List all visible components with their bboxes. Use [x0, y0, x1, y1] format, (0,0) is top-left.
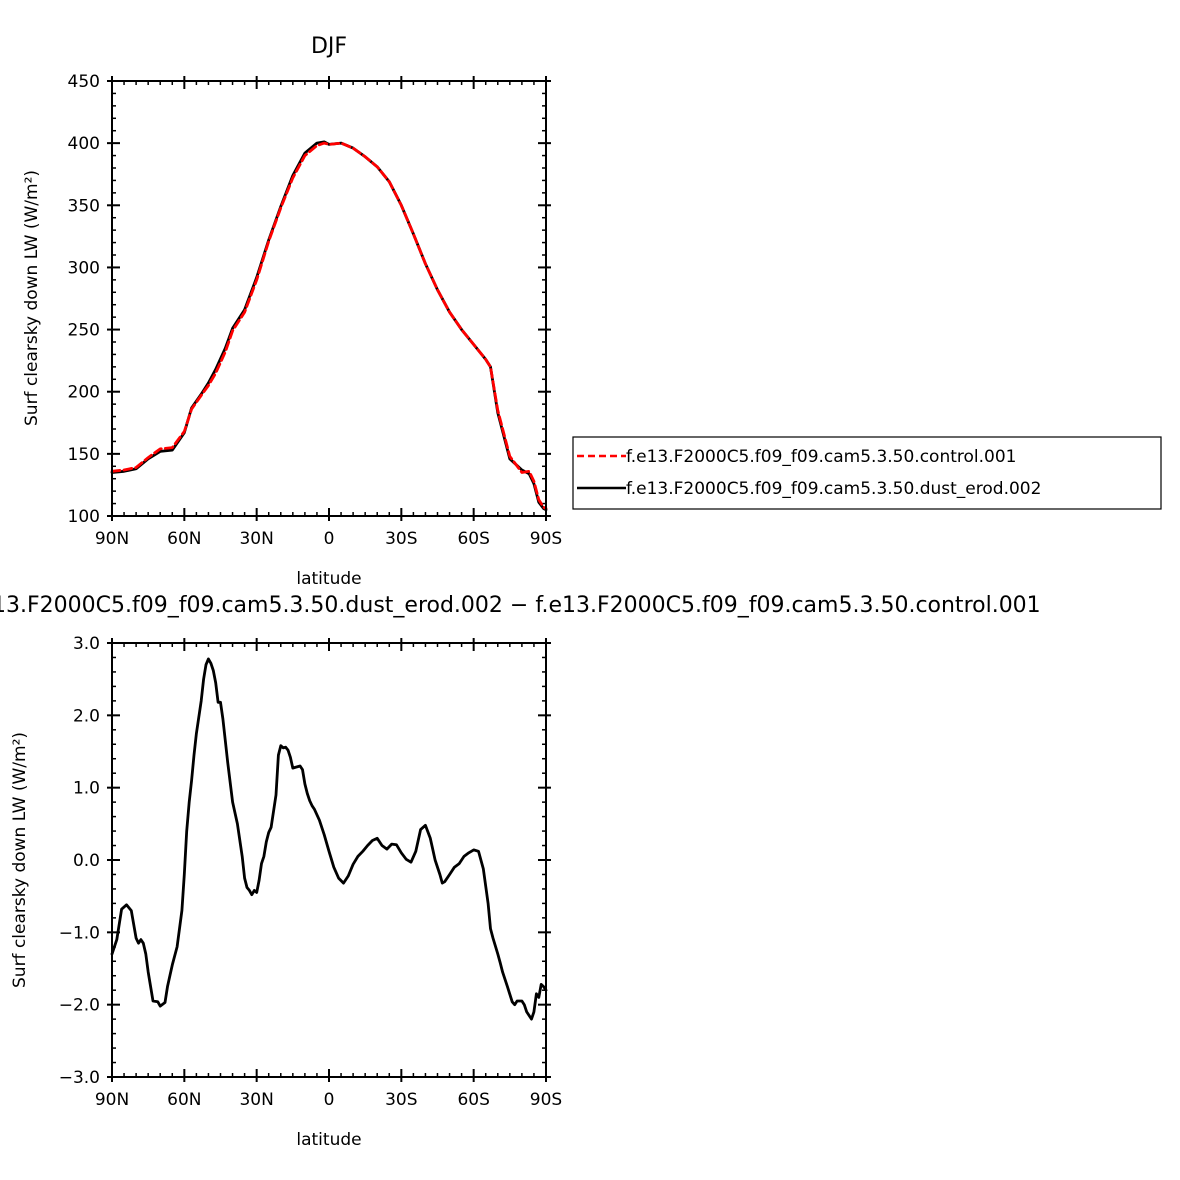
- panel-top-tick-labels: 90N 60N 30N 0 30S 60S 90S 100 150 200 250 300 350 400…: [68, 72, 563, 549]
- legend-label-control: f.e13.F2000C5.f09_f09.cam5.3.50.control.…: [626, 447, 1017, 467]
- panel-bottom-x-tick-label: 30S: [385, 1090, 417, 1110]
- panel-bottom-y-tick-label: −3.0: [59, 1068, 100, 1088]
- panel-bottom-x-tick-label: 60S: [457, 1090, 489, 1110]
- legend-label-dust: f.e13.F2000C5.f09_f09.cam5.3.50.dust_ero…: [626, 479, 1041, 499]
- panel-top-x-tick-label: 30S: [385, 529, 417, 549]
- panel-top-x-axis-label: latitude: [296, 569, 361, 589]
- panel-bottom-y-tick-label: 2.0: [73, 706, 100, 726]
- panel-bottom-x-axis-label: latitude: [296, 1130, 361, 1150]
- panel-top-y-tick-label: 400: [68, 134, 100, 154]
- panel-top-x-tick-label: 60S: [457, 529, 489, 549]
- panel-top-x-tick-label: 90S: [530, 529, 562, 549]
- panel-top: DJF 90N 60N 30N 0 30S 60S 90S 100 150 200 250 300 35…: [22, 34, 1162, 589]
- panel-top-x-tick-label: 0: [324, 529, 335, 549]
- panel-bottom-x-tick-label: 90S: [530, 1090, 562, 1110]
- panel-bottom-title: f.e13.F2000C5.f09_f09.cam5.3.50.dust_ero…: [0, 593, 1041, 618]
- panel-top-y-tick-label: 350: [68, 196, 100, 216]
- panel-bottom-x-tick-label: 0: [324, 1090, 335, 1110]
- panel-top-y-tick-label: 100: [68, 507, 100, 527]
- panel-bottom-y-tick-label: −2.0: [59, 996, 100, 1016]
- panel-top-y-tick-label: 450: [68, 72, 100, 92]
- panel-bottom-tick-labels: 90N 60N 30N 0 30S 60S 90S −3.0 −2.0 −1.0 0.0 1.0 2.0…: [59, 634, 563, 1110]
- panel-top-x-tick-label: 30N: [239, 529, 273, 549]
- legend-box: [572, 436, 1162, 510]
- panel-bottom-x-tick-label: 30N: [239, 1090, 273, 1110]
- panel-top-ticks: [107, 76, 551, 521]
- panel-bottom-plot-frame: [111, 642, 547, 1078]
- panel-bottom-x-tick-label: 60N: [167, 1090, 201, 1110]
- panel-bottom-y-tick-label: 3.0: [73, 634, 100, 654]
- panel-bottom-x-tick-label: 90N: [95, 1090, 129, 1110]
- panel-top-y-tick-label: 150: [68, 445, 100, 465]
- panel-top-title: DJF: [311, 34, 347, 59]
- legend: f.e13.F2000C5.f09_f09.cam5.3.50.control.…: [572, 436, 1162, 510]
- panel-bottom-series: [110, 657, 548, 1021]
- panel-top-series: [110, 140, 548, 512]
- panel-top-series-line-dust: [110, 140, 548, 512]
- panel-bottom-ticks: [107, 638, 551, 1082]
- panel-top-plot-frame: [111, 80, 547, 517]
- panel-bottom-y-tick-label: 1.0: [73, 779, 100, 799]
- panel-top-x-tick-label: 90N: [95, 529, 129, 549]
- panel-top-x-tick-label: 60N: [167, 529, 201, 549]
- panel-bottom-y-tick-label: 0.0: [73, 851, 100, 871]
- panel-top-series-line-control: [110, 141, 548, 510]
- panel-top-y-tick-label: 250: [68, 321, 100, 341]
- panel-bottom-y-axis-label: Surf clearsky down LW (W/m²): [10, 732, 30, 988]
- panel-top-y-axis-label: Surf clearsky down LW (W/m²): [22, 170, 42, 426]
- panel-bottom: f.e13.F2000C5.f09_f09.cam5.3.50.dust_ero…: [0, 593, 1041, 1150]
- panel-top-y-tick-label: 200: [68, 383, 100, 403]
- panel-top-y-tick-label: 300: [68, 258, 100, 278]
- panel-bottom-series-line-difference: [110, 657, 548, 1021]
- panel-bottom-y-tick-label: −1.0: [59, 923, 100, 943]
